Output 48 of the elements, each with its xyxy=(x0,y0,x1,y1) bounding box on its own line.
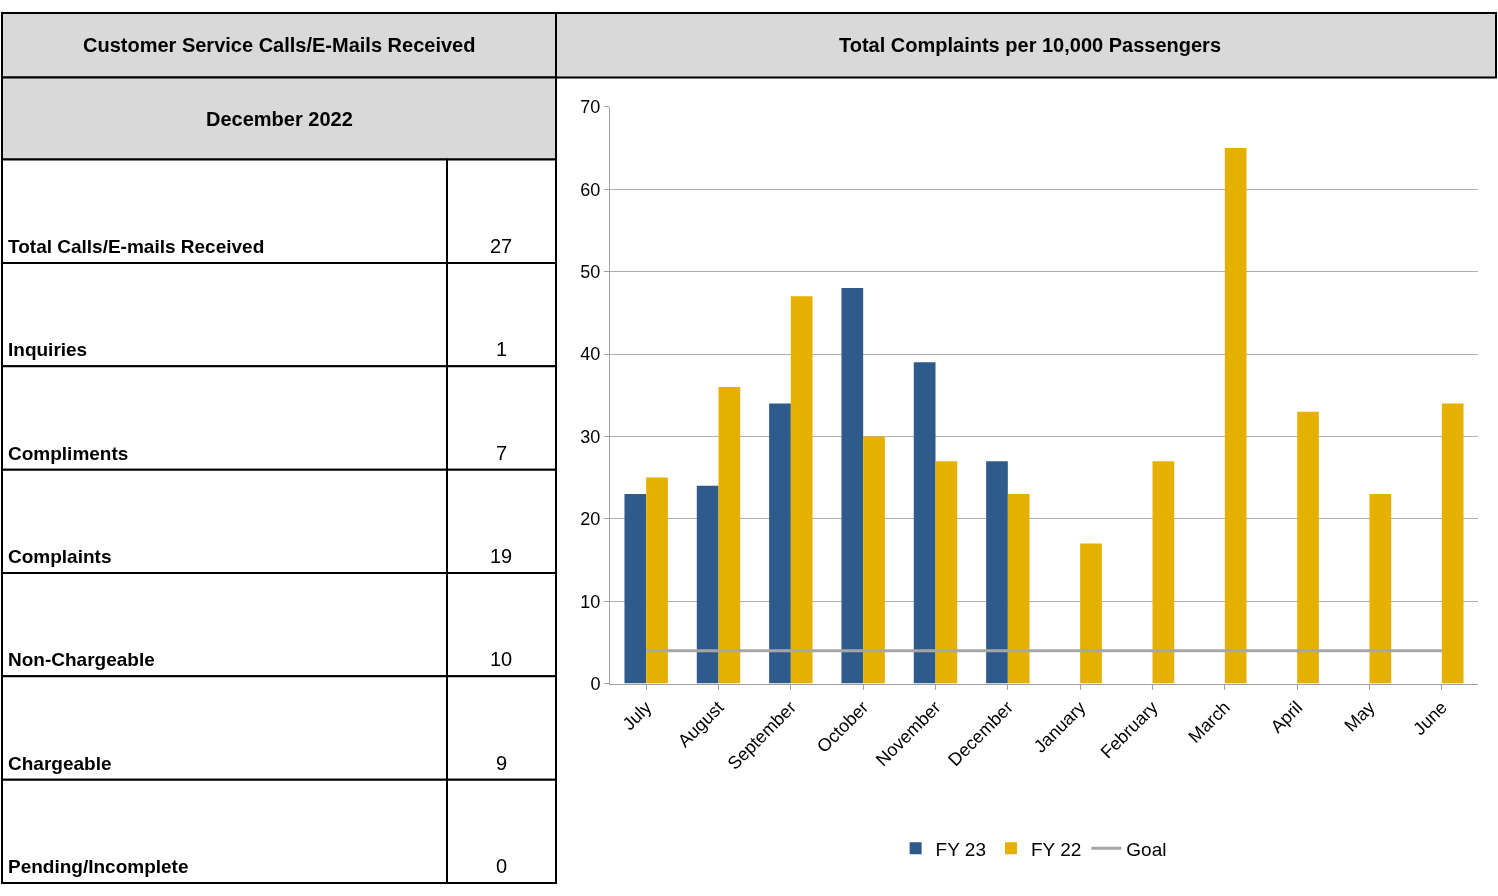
data-label: 19 xyxy=(490,545,513,567)
y-tick-label: 70 xyxy=(580,97,601,118)
y-tick-label: 20 xyxy=(580,509,601,530)
bar xyxy=(624,494,647,684)
category-label: Complaints xyxy=(8,546,112,567)
y-tick-label: 30 xyxy=(580,426,601,447)
category-label: Compliments xyxy=(8,443,129,464)
bar xyxy=(696,485,719,684)
bar xyxy=(1441,403,1464,684)
category-label: Inquiries xyxy=(8,339,88,360)
x-tick-label: May xyxy=(1340,697,1379,736)
bar xyxy=(1080,543,1102,684)
text: December 2022 xyxy=(206,108,353,130)
legend-label: Goal xyxy=(1126,838,1167,860)
text: Customer Service Calls/E-Mails Received xyxy=(83,34,476,56)
data-label: 9 xyxy=(496,752,508,774)
bar xyxy=(1297,411,1319,684)
data-label: 27 xyxy=(490,235,513,257)
bar xyxy=(1369,494,1392,684)
legend-label: FY 23 xyxy=(935,838,986,860)
x-tick-label: July xyxy=(618,697,656,735)
bar xyxy=(841,288,864,684)
bar xyxy=(913,362,936,684)
bar xyxy=(1224,147,1247,684)
bar xyxy=(1152,461,1175,684)
category-label: Non-Chargeable xyxy=(8,649,155,670)
category-label: Chargeable xyxy=(8,753,112,774)
bar xyxy=(769,403,791,684)
data-label: 0 xyxy=(496,855,508,877)
bar xyxy=(646,477,668,684)
y-tick-label: 10 xyxy=(580,591,601,612)
bar xyxy=(1007,494,1030,684)
y-tick-label: 60 xyxy=(580,179,601,200)
chart-title: Total Complaints per 10,000 Passengers xyxy=(839,34,1222,56)
category-label: Pending/Incomplete xyxy=(8,856,189,877)
legend-label: FY 22 xyxy=(1030,838,1082,860)
y-tick-label: 40 xyxy=(580,344,601,365)
data-label: 1 xyxy=(496,338,508,360)
bar xyxy=(935,461,958,684)
bar xyxy=(863,436,885,684)
data-label: 7 xyxy=(496,442,508,464)
y-tick-label: 50 xyxy=(580,261,601,282)
bar xyxy=(790,296,813,684)
bar xyxy=(718,386,741,684)
bar xyxy=(986,461,1008,684)
y-tick-label: 0 xyxy=(590,673,601,694)
category-label: Total Calls/E-mails Received xyxy=(8,236,265,257)
data-label: 10 xyxy=(490,648,513,670)
